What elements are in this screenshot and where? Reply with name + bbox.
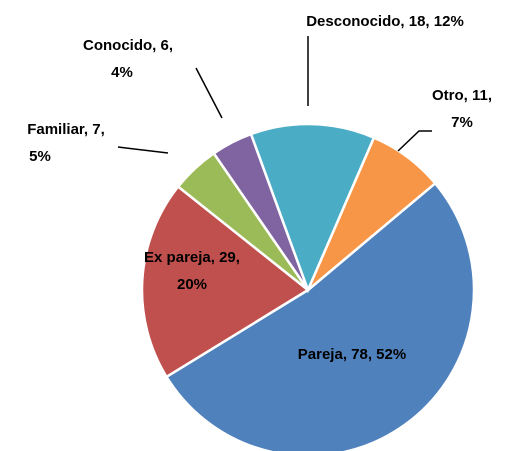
leader-line: [195, 67, 223, 119]
data-label: 20%: [177, 276, 207, 293]
pie-slice: [164, 181, 476, 451]
data-label: 4%: [111, 64, 133, 81]
data-label: Desconocido, 18, 12%: [306, 13, 464, 30]
pie-slice: [140, 184, 311, 379]
data-label: 5%: [29, 148, 51, 165]
pie-slice: [249, 122, 376, 294]
data-label: Pareja, 78, 52%: [298, 346, 406, 363]
leader-line: [397, 130, 432, 152]
data-label: Ex pareja, 29,: [144, 249, 240, 266]
data-label: Otro, 11,: [432, 87, 492, 104]
data-label: 7%: [451, 114, 473, 131]
data-label: Familiar, 7,: [27, 121, 105, 138]
data-label: Conocido, 6,: [83, 37, 173, 54]
leader-line: [117, 146, 169, 154]
pie-slice: [306, 136, 437, 291]
